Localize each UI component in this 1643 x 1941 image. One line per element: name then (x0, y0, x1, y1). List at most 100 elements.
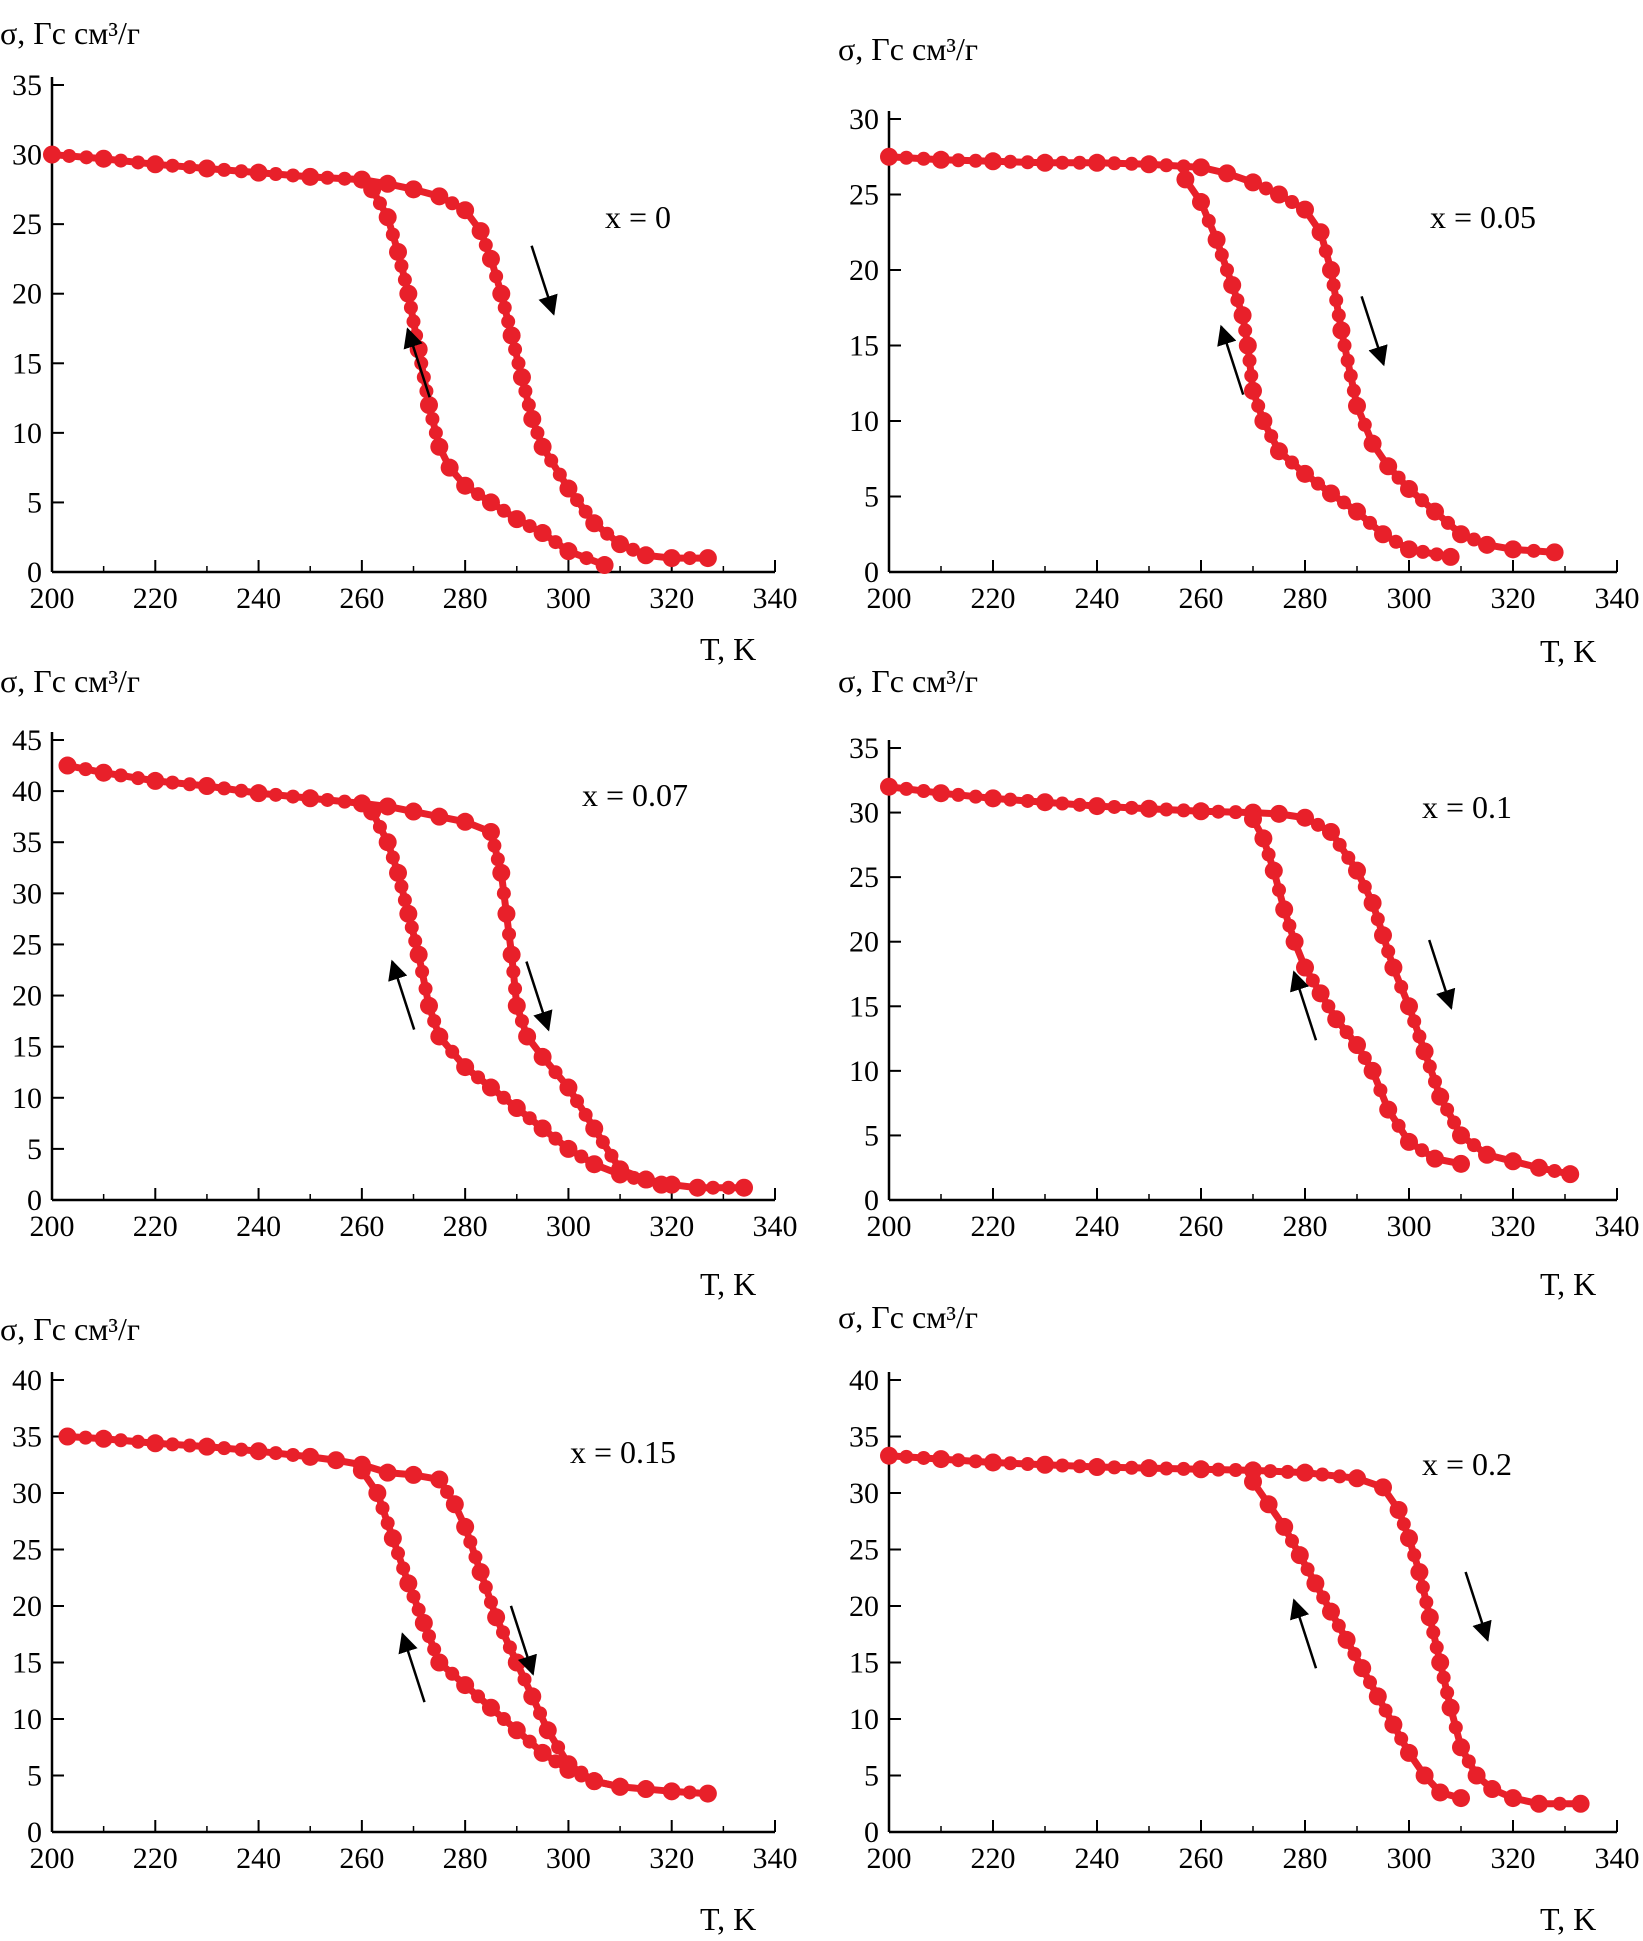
data-point-heating (197, 1437, 216, 1456)
data-point-heating (932, 784, 950, 803)
data-point-cooling (507, 1099, 526, 1117)
data-point-heating (880, 1446, 898, 1465)
data-point-heating (249, 163, 268, 182)
data-point-heating (1311, 817, 1325, 832)
x-tick-label: 220 (971, 582, 1016, 615)
data-point-heating (1124, 156, 1139, 171)
data-point-cooling (1363, 1061, 1382, 1080)
data-point-cooling (1426, 1149, 1444, 1168)
data-point-heating (113, 153, 128, 168)
data-point-cooling (1300, 1562, 1315, 1577)
data-point-heating (502, 927, 517, 942)
data-point-cooling (1391, 1118, 1406, 1133)
data-point-cooling (1176, 170, 1195, 189)
direction-arrow-up (1290, 1598, 1318, 1669)
x-tick-label: 280 (443, 582, 488, 615)
direction-arrow-down (1464, 1571, 1492, 1642)
data-point-cooling (385, 227, 400, 242)
y-tick-label: 25 (849, 1534, 879, 1567)
data-point-heating (404, 802, 423, 821)
data-point-heating (1337, 338, 1352, 353)
data-point-heating (682, 1785, 697, 1800)
x-tick-label: 340 (1595, 582, 1640, 615)
data-point-cooling (1331, 1618, 1346, 1633)
data-point-heating (182, 160, 197, 175)
data-point-heating (1561, 1165, 1580, 1184)
data-point-heating (916, 1450, 931, 1465)
data-point-cooling (1339, 1025, 1354, 1040)
data-point-heating (165, 775, 180, 790)
data-point-heating (1055, 796, 1070, 811)
data-point-heating (1296, 808, 1314, 827)
data-point-heating (1343, 368, 1358, 383)
data-point-cooling (1264, 429, 1279, 444)
data-point-heating (578, 1107, 593, 1122)
data-point-heating (249, 1442, 268, 1461)
data-point-heating (1176, 803, 1191, 818)
data-point-heating (1280, 1464, 1295, 1479)
x-tick-label: 320 (1491, 582, 1536, 615)
y-tick-label: 20 (12, 980, 42, 1013)
x-axis-label: T, K (700, 1266, 756, 1302)
data-point-cooling (1400, 540, 1418, 559)
data-point-cooling (1244, 810, 1262, 829)
chart-panel-x-0.07: σ, Гс см³/г T, K x = 0.07 200 220 240 260 28… (0, 663, 798, 1302)
data-point-heating (570, 1094, 585, 1109)
data-point-heating (1422, 1059, 1437, 1074)
y-axis-label: σ, Гс см³/г (838, 1299, 978, 1335)
data-point-heating (551, 1740, 566, 1755)
x-tick-label: 220 (133, 582, 178, 615)
data-point-heating (1407, 1548, 1422, 1563)
data-point-heating (1346, 383, 1361, 398)
y-tick-label: 0 (27, 1184, 42, 1217)
data-point-heating (1483, 1780, 1502, 1799)
y-tick-label: 0 (27, 556, 42, 589)
x-tick-label: 220 (133, 1842, 178, 1875)
y-tick-label: 15 (12, 1031, 42, 1064)
data-point-cooling (1321, 999, 1336, 1014)
data-point-heating (951, 1453, 966, 1468)
data-point-heating (899, 150, 914, 165)
x-tick-label: 260 (1179, 1842, 1224, 1875)
x-tick-label: 340 (753, 582, 798, 615)
data-point-cooling (1394, 1731, 1409, 1746)
data-point-cooling (533, 524, 552, 543)
data-point-heating (1447, 1115, 1462, 1130)
data-point-heating (1211, 804, 1226, 819)
data-point-heating (131, 155, 146, 170)
data-point-heating (78, 762, 93, 777)
chart-panel-x-0: σ, Гс см³/г T, K x = 0 200 220 240 260 280 30… (0, 15, 798, 667)
data-point-cooling (1347, 1647, 1362, 1662)
data-point-heating (880, 777, 898, 796)
data-point-heating (483, 1595, 498, 1610)
data-point-cooling (1244, 381, 1262, 400)
chart-panel-x-0.15: σ, Гс см³/г T, K x = 0.15 200 220 240 260 28… (0, 1311, 798, 1937)
data-point-cooling (1261, 847, 1276, 862)
data-point-cooling (1311, 984, 1330, 1003)
data-point-cooling (1296, 464, 1314, 483)
data-point-cooling (456, 476, 475, 495)
data-point-heating (1379, 457, 1398, 476)
x-tick-label: 260 (339, 1210, 384, 1243)
y-tick-label: 35 (849, 732, 879, 765)
y-tick-label: 30 (849, 797, 879, 830)
data-point-heating (514, 1014, 529, 1029)
data-point-cooling (396, 1561, 411, 1576)
data-point-heating (62, 148, 77, 163)
data-point-heating (165, 158, 180, 173)
data-point-heating (430, 807, 449, 826)
data-point-heating (1415, 493, 1429, 508)
data-point-heating (478, 238, 493, 253)
x-tick-label: 260 (1179, 1210, 1224, 1243)
data-point-cooling (548, 1131, 563, 1146)
data-point-heating (1552, 1796, 1567, 1811)
y-tick-label: 0 (864, 556, 879, 589)
data-point-heating (688, 1178, 707, 1197)
data-point-cooling (1415, 1143, 1429, 1158)
x-tick-label: 200 (867, 1210, 912, 1243)
data-point-heating (636, 546, 655, 565)
data-point-cooling (481, 1078, 500, 1097)
data-point-cooling (375, 1501, 390, 1516)
data-point-heating (1311, 223, 1330, 242)
